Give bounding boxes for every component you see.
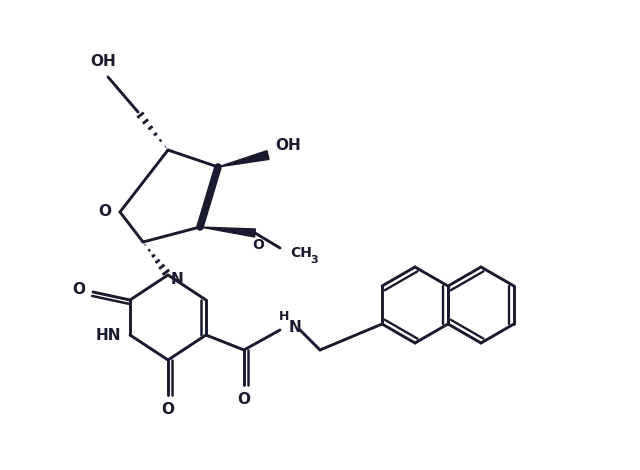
Text: N: N [289, 320, 301, 335]
Text: O: O [252, 238, 264, 252]
Text: O: O [237, 392, 250, 407]
Text: CH: CH [290, 246, 312, 260]
Text: O: O [161, 401, 175, 416]
Text: OH: OH [90, 54, 116, 69]
Text: O: O [72, 282, 86, 298]
Text: H: H [279, 310, 289, 322]
Text: 3: 3 [310, 255, 318, 265]
Polygon shape [218, 150, 269, 167]
Text: O: O [99, 204, 111, 219]
Polygon shape [200, 227, 255, 237]
Text: HN: HN [95, 328, 121, 343]
Text: OH: OH [275, 138, 301, 152]
Text: N: N [171, 273, 184, 288]
